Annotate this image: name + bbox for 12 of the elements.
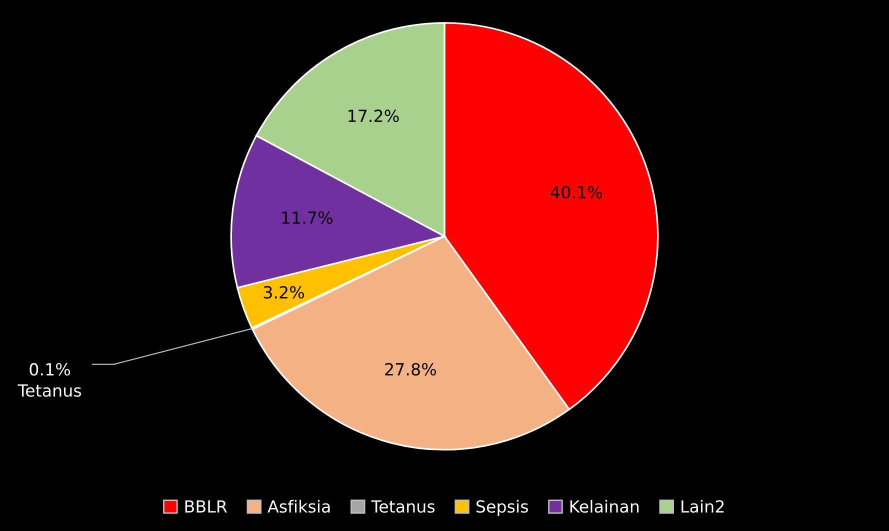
- legend-label: BBLR: [185, 500, 227, 513]
- legend-label: Tetanus: [371, 500, 435, 513]
- data-label: 17.2%: [348, 110, 399, 122]
- data-label: 0.1% Tetanus: [18, 363, 82, 397]
- data-label: 3.2%: [264, 286, 304, 299]
- data-label: 11.7%: [282, 211, 332, 224]
- data-label: 40.1%: [550, 186, 602, 199]
- legend-label: Kelainan: [570, 500, 639, 513]
- legend-label: Lain2: [682, 500, 724, 513]
- data-label: 27.8%: [385, 362, 436, 376]
- legend-label: Sepsis: [476, 500, 528, 516]
- legend-label: Asfiksia: [268, 500, 330, 513]
